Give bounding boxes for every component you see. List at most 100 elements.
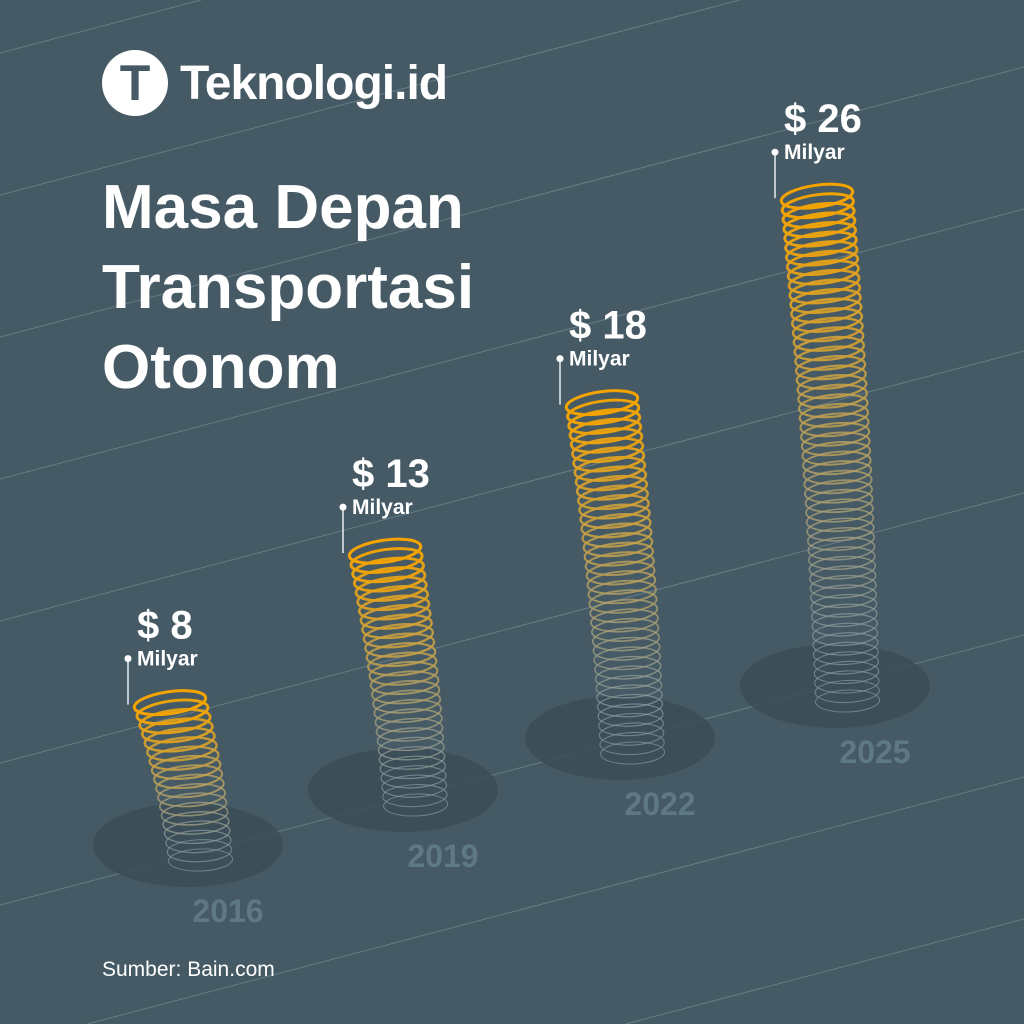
spiral-loop xyxy=(365,642,437,668)
spiral-loop xyxy=(780,192,855,220)
value-label: $ 18 xyxy=(569,304,647,348)
page-title: Masa Depan Transportasi Otonom xyxy=(102,168,474,408)
background-line xyxy=(0,0,202,54)
brand-name: Teknologi.id xyxy=(180,56,448,110)
spiral-loop xyxy=(812,632,879,656)
background-line xyxy=(0,0,740,196)
spiral-loop xyxy=(804,488,874,514)
spiral-loop xyxy=(803,469,873,495)
spiral-loop xyxy=(792,326,865,352)
spiral-loop xyxy=(798,402,870,428)
spiral-loop xyxy=(596,693,664,718)
spiral-loop xyxy=(578,494,650,520)
spiral-loop xyxy=(577,484,649,511)
spiral-loop xyxy=(579,503,651,529)
source-note: Sumber: Bain.com xyxy=(102,958,275,981)
spiral-loop xyxy=(591,627,660,652)
spiral-loop xyxy=(809,565,877,590)
spiral-loop xyxy=(162,811,230,835)
spiral-loop xyxy=(584,551,655,577)
spiral-loop xyxy=(371,679,441,705)
spiral-loop xyxy=(588,589,658,614)
brand-logo: T Teknologi.id xyxy=(102,50,448,116)
spiral-loop xyxy=(377,736,445,761)
spiral-loop xyxy=(564,389,640,417)
spiral-loop xyxy=(146,736,218,762)
spiral-loop xyxy=(813,660,880,685)
spiral-loop xyxy=(157,783,227,808)
spiral-loop xyxy=(143,726,216,753)
year-label: 2025 xyxy=(839,734,910,770)
spiral-loop xyxy=(586,570,657,595)
spiral-loop xyxy=(374,708,443,733)
bar-shadow xyxy=(525,696,715,780)
spiral-loop xyxy=(148,745,220,771)
spiral-loop xyxy=(808,546,876,571)
spiral-loop xyxy=(582,532,654,558)
spiral-loop xyxy=(594,665,662,690)
spiral-loop xyxy=(779,182,855,210)
spiral-loop xyxy=(785,240,859,267)
value-label: $ 8 xyxy=(137,604,193,648)
background-line xyxy=(87,776,1024,1024)
spiral-loop xyxy=(797,383,868,409)
bar-shadow xyxy=(740,644,930,728)
spiral-loop xyxy=(378,746,446,770)
spiral-loop xyxy=(802,460,873,485)
spiral-loop xyxy=(789,287,862,314)
spiral-loop xyxy=(347,537,423,565)
spiral-loop xyxy=(785,249,860,277)
spiral-loop xyxy=(573,455,647,482)
spiral-loop xyxy=(810,584,878,609)
spiral-loop xyxy=(571,436,645,464)
spiral-loop xyxy=(813,651,880,675)
spiral-loop xyxy=(153,764,224,790)
spiral-loop xyxy=(811,603,878,628)
spiral-loop xyxy=(585,560,656,586)
label-dot xyxy=(124,655,132,663)
spiral-loop xyxy=(595,674,663,699)
spiral-loop xyxy=(369,670,440,696)
spiral-loop xyxy=(581,522,653,548)
spiral-loop xyxy=(599,731,665,756)
spiral-loop xyxy=(356,585,430,612)
spiral-loop xyxy=(352,566,427,593)
spiral-loop xyxy=(376,727,445,752)
spiral-loop xyxy=(793,335,866,362)
spiral-loop xyxy=(790,297,863,324)
spiral-loop xyxy=(592,636,661,661)
title-line: Masa Depan xyxy=(102,173,464,242)
spiral-loop xyxy=(367,651,438,677)
spiral-loop xyxy=(814,670,880,694)
unit-label: Milyar xyxy=(352,496,413,519)
spiral-loop xyxy=(155,773,225,799)
value-label: $ 13 xyxy=(352,452,430,496)
spiral-loop xyxy=(791,316,864,343)
spiral-loop xyxy=(357,594,431,621)
background-line xyxy=(0,66,1024,338)
spiral-loop xyxy=(806,527,875,552)
unit-label: Milyar xyxy=(569,348,630,371)
spiral-loop xyxy=(589,598,659,624)
spiral-loop xyxy=(790,307,864,333)
spiral-loop xyxy=(806,517,875,542)
spiral-loop xyxy=(590,608,659,633)
value-label: $ 26 xyxy=(784,97,862,141)
spiral-loop xyxy=(368,660,439,686)
spiral-loop xyxy=(805,498,874,523)
spiral-loop xyxy=(168,848,234,872)
spiral-loop xyxy=(597,703,664,727)
spiral-loop xyxy=(138,707,212,735)
spiral-loop xyxy=(596,684,663,708)
spiral-loop xyxy=(812,641,879,666)
title-line: Otonom xyxy=(102,333,340,402)
spiral-loop xyxy=(598,722,665,746)
spiral-loop xyxy=(379,755,446,780)
spiral-loop xyxy=(568,417,643,445)
spiral-loop xyxy=(593,646,661,671)
spiral-loop xyxy=(787,268,861,295)
spiral-loop xyxy=(587,579,657,605)
